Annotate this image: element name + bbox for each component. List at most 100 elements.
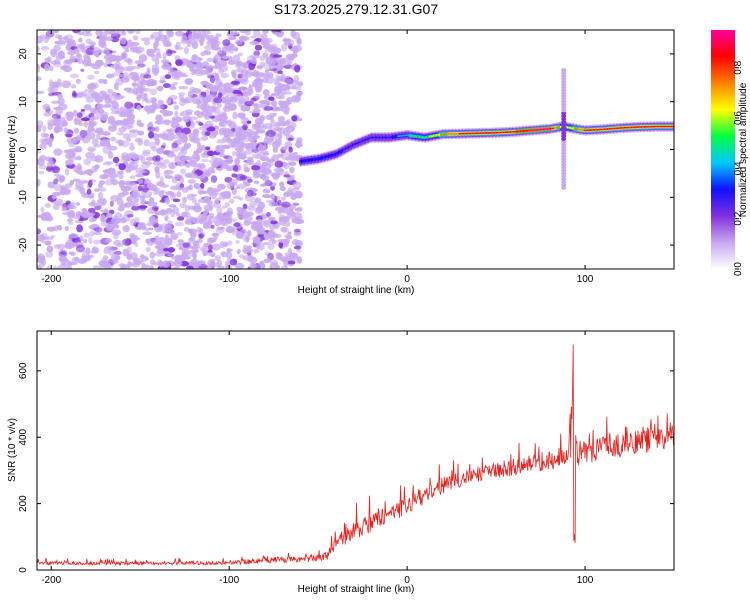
spectrogram-cell [195,227,202,233]
spectrogram-cell [151,31,161,39]
spectrogram-cell [163,247,169,252]
spectrogram-cell [209,159,219,165]
spectrogram-cell [143,139,150,147]
spectrogram-cell [147,126,156,132]
spectrogram-cell [89,41,97,46]
spectrogram-cell [174,116,183,123]
spectrogram-cell [225,225,235,234]
spectrogram-cell [196,238,203,244]
spectrogram-cell [75,134,82,140]
spectrogram-cell [52,165,60,174]
spectrogram-cell [260,72,269,76]
spectrogram-cell [46,266,52,269]
spectrogram-cell [69,179,75,186]
spectrogram-cell [225,191,232,200]
spectrogram-cell [183,46,190,55]
spectrogram-cell [72,149,83,153]
spectrogram-cell [283,174,291,178]
spectrogram-cell [142,187,149,193]
spectrogram-cell [250,35,257,39]
spectrogram-cell [222,127,228,133]
spectrogram-cell [96,133,101,140]
spectrogram-cell [70,84,77,89]
spectrogram-cell [561,111,567,116]
spectrogram-cell [561,85,567,90]
spectrogram-cell [78,37,83,43]
spectrogram-cell [37,179,41,187]
spectrogram-cell [283,151,294,159]
spectrogram-cell [264,69,270,73]
spectrogram-cell [102,174,110,179]
spectrogram-cell [96,103,104,110]
spectrogram-cell [561,116,567,121]
spectrogram-cell [277,153,285,158]
snr-y-tick-label: 200 [18,495,29,512]
spectrogram-cell [188,116,198,121]
spectrogram-cell [87,194,94,199]
spectrogram-cell [283,78,293,84]
spectrogram-cell [108,172,119,179]
spectrogram-cell [209,115,216,119]
spectrogram-cell [130,237,141,241]
spectrogram-cell [138,170,148,174]
spectrogram-cell [185,162,191,168]
spectrogram-cell [67,237,73,242]
spectrogram-cell [162,83,171,89]
spectrogram-cell [126,165,137,171]
spectrogram-cell [273,88,281,95]
spectrogram-cell [244,30,251,36]
spectrogram-cell [231,150,237,157]
spectrogram-cell [115,55,121,63]
spectrogram-cell [171,142,178,149]
spectrogram-cell [135,46,145,53]
spectrogram-cell [561,131,567,136]
spectrogram-cell [293,245,302,250]
spectrogram-cell [561,114,567,119]
spectrogram-cell [211,243,221,251]
spectrogram-cell [190,193,198,198]
spectrogram-cell [163,169,174,175]
spectrogram-cell [255,129,266,134]
spectrogram-cell [94,70,100,75]
spectrogram-cell [170,209,176,218]
spectrogram-cell [235,150,243,157]
spectrogram-cell [237,183,247,190]
spectrogram-cell [181,127,192,135]
spectrogram-cell [83,232,90,238]
spectrogram-cell [229,258,237,266]
spectrogram-cell [561,157,567,162]
spectrogram-cell [165,120,173,124]
spectrogram-cell [111,229,122,236]
spectrogram-cell [162,260,170,268]
spectrogram-cell [124,201,132,208]
spectrogram-cell [88,207,96,214]
spectrogram-cell [209,75,216,84]
spectrogram-cell [66,266,72,269]
spectrogram-cell [292,181,302,189]
spectrogram-cell [211,131,219,136]
spectrogram-cell [271,239,277,245]
spectrogram-cell [220,73,229,79]
spectrogram-y-label: Frequency (Hz) [7,116,18,185]
spectrogram-cell [146,238,156,246]
spectrogram-cell [213,97,223,104]
spectrogram-cell [170,232,179,241]
spectrogram-cell [118,171,124,180]
spectrogram-cell [285,38,291,47]
figure-title: S173.2025.279.12.31.G07 [274,1,438,17]
spectrogram-cell [53,173,60,177]
spectrogram-cell [144,104,150,111]
spectrogram-cell [183,227,190,232]
spectrogram-cell [83,238,88,244]
spectrogram-cell [200,33,210,38]
spectrogram-cell [168,150,175,156]
spectrogram-cell [294,64,301,73]
spectrogram-cell [270,199,275,207]
spectrogram-cell [161,133,169,141]
spectrogram-cell [53,125,60,134]
spectrogram-cell [293,233,301,237]
spectrogram-cell [195,149,202,154]
spectrogram-cell [94,59,104,67]
spectrogram-cell [257,201,266,210]
spectrogram-cell [289,54,295,62]
